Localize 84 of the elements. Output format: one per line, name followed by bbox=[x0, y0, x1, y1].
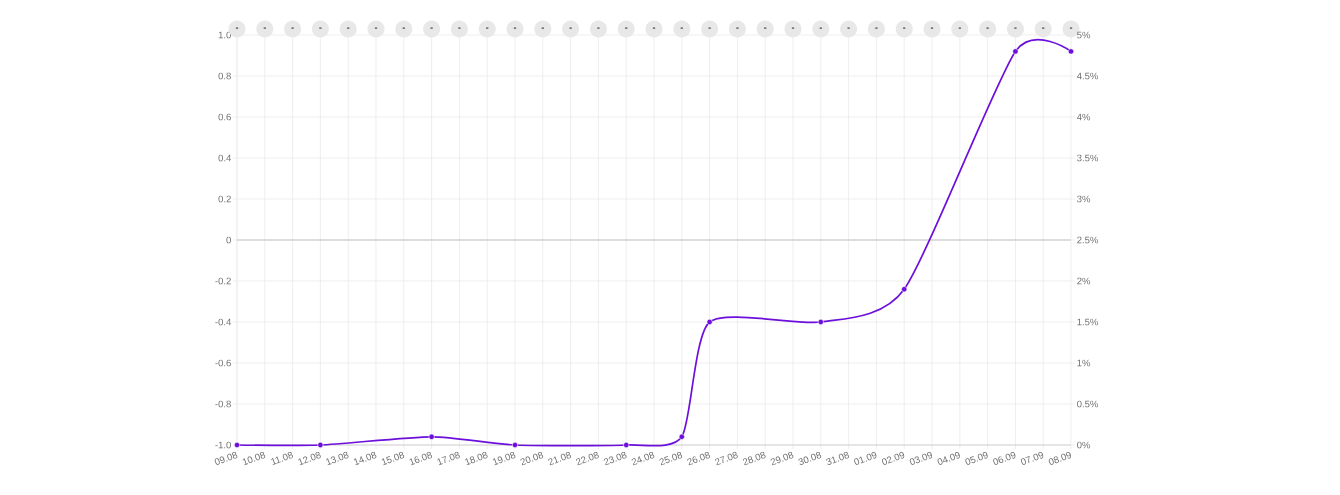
y2-tick-label: 1.5% bbox=[1077, 318, 1099, 326]
annotation: - bbox=[235, 27, 239, 29]
y-tick-label: -0.4 bbox=[215, 318, 232, 326]
y-tick-label: 0.8 bbox=[218, 72, 231, 80]
annotation: - bbox=[402, 27, 405, 29]
y-tick-label: 1.0 bbox=[218, 31, 231, 39]
annotation: - bbox=[680, 27, 683, 29]
y2-tick-label: 4.5% bbox=[1076, 72, 1099, 80]
annotation: - bbox=[347, 27, 350, 29]
annotation: - bbox=[819, 27, 822, 29]
annotation: - bbox=[625, 27, 628, 29]
x-tick-label: 13.08 bbox=[326, 451, 349, 466]
x-tick-label: 23.08 bbox=[603, 451, 627, 466]
annotation: - bbox=[875, 27, 878, 29]
y2-tick-label: 3.5% bbox=[1077, 154, 1099, 162]
y2-tick-label: 5% bbox=[1077, 31, 1091, 39]
y2-tick-label: 4% bbox=[1076, 113, 1091, 121]
annotation: - bbox=[764, 27, 767, 29]
annotation: - bbox=[458, 27, 461, 29]
x-tick-label: 15.08 bbox=[381, 451, 405, 466]
x-tick-label: 22.08 bbox=[576, 451, 599, 466]
y2-tick-label: 2.5% bbox=[1077, 236, 1099, 244]
annotation: - bbox=[319, 27, 322, 29]
x-tick-label: 09.08 bbox=[214, 451, 238, 465]
y-tick-label: 0 bbox=[226, 236, 231, 244]
x-tick-label: 20.08 bbox=[520, 451, 544, 466]
x-tick-label: 07.09 bbox=[1020, 451, 1044, 465]
y2-tick-label: 0% bbox=[1077, 441, 1091, 449]
y2-tick-label: 3% bbox=[1077, 195, 1091, 203]
x-tick-label: 17.08 bbox=[437, 451, 460, 466]
annotation: - bbox=[541, 27, 544, 29]
annotation: - bbox=[791, 27, 795, 29]
annotation: - bbox=[736, 27, 739, 29]
annotation: - bbox=[597, 27, 600, 29]
x-tick-label: 02.09 bbox=[881, 451, 905, 465]
annotation: - bbox=[486, 27, 489, 29]
annotation: - bbox=[986, 27, 989, 29]
annotation: - bbox=[708, 27, 711, 29]
annotation: - bbox=[1042, 27, 1045, 29]
annotation: - bbox=[1014, 27, 1017, 29]
x-tick-label: 11.08 bbox=[271, 451, 293, 466]
y-tick-label: -1.0 bbox=[215, 441, 231, 449]
annotation: - bbox=[263, 27, 266, 29]
x-tick-label: 21.08 bbox=[548, 451, 571, 466]
y-tick-label: 0.2 bbox=[218, 195, 231, 203]
x-tick-label: 29.08 bbox=[770, 451, 794, 466]
x-tick-label: 08.09 bbox=[1048, 451, 1072, 465]
annotation: - bbox=[430, 27, 433, 29]
x-tick-label: 19.08 bbox=[492, 451, 516, 466]
x-tick-label: 12.08 bbox=[298, 451, 321, 466]
x-tick-label: 24.08 bbox=[631, 451, 655, 466]
x-tick-label: 05.09 bbox=[965, 451, 988, 465]
y-tick-label: -0.8 bbox=[215, 400, 231, 408]
annotation: - bbox=[513, 27, 517, 29]
y-tick-label: 0.4 bbox=[218, 154, 232, 162]
annotation: - bbox=[652, 27, 656, 29]
x-tick-label: 04.09 bbox=[937, 451, 960, 465]
annotation: - bbox=[291, 27, 294, 29]
annotation: - bbox=[1069, 27, 1073, 29]
y-tick-label: 0.6 bbox=[218, 113, 231, 121]
annotation: - bbox=[958, 27, 961, 29]
x-tick-label: 16.08 bbox=[409, 451, 432, 466]
y2-tick-label: 0.5% bbox=[1077, 400, 1099, 408]
x-tick-label: 06.09 bbox=[993, 451, 1016, 465]
x-tick-label: 26.08 bbox=[687, 451, 710, 466]
annotation: - bbox=[903, 27, 906, 29]
x-tick-label: 10.08 bbox=[242, 451, 266, 466]
x-tick-label: 18.08 bbox=[465, 451, 488, 466]
x-tick-label: 03.09 bbox=[909, 451, 933, 465]
x-tick-label: 14.08 bbox=[353, 451, 377, 466]
y2-tick-label: 1% bbox=[1077, 359, 1091, 367]
x-tick-label: 25.08 bbox=[659, 451, 683, 466]
x-tick-label: 01.09 bbox=[854, 451, 877, 465]
x-tick-label: 27.08 bbox=[715, 451, 738, 466]
annotation: - bbox=[374, 27, 378, 29]
annotation: - bbox=[847, 27, 850, 29]
y-tick-label: -0.6 bbox=[215, 359, 231, 367]
annotation: - bbox=[930, 27, 934, 29]
y2-tick-label: 2% bbox=[1077, 277, 1091, 285]
x-tick-label: 28.08 bbox=[742, 451, 766, 466]
annotation: - bbox=[569, 27, 572, 29]
y-tick-label: -0.2 bbox=[215, 277, 231, 285]
x-tick-label: 31.08 bbox=[826, 451, 849, 465]
x-tick-label: 30.08 bbox=[798, 451, 822, 465]
